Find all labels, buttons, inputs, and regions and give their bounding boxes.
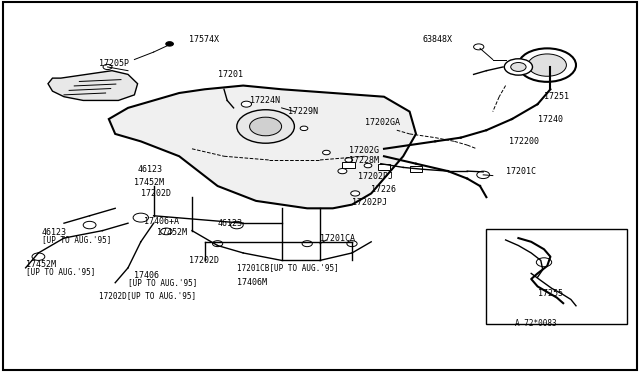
- Text: [UP TO AUG.'95]: [UP TO AUG.'95]: [26, 267, 95, 276]
- Text: 17240: 17240: [538, 115, 563, 124]
- Text: 17201CA: 17201CA: [320, 234, 355, 243]
- Text: 17406: 17406: [134, 271, 159, 280]
- Text: 17205P: 17205P: [99, 59, 129, 68]
- Text: 17574X: 17574X: [189, 35, 219, 44]
- Circle shape: [302, 241, 312, 247]
- Circle shape: [166, 42, 173, 46]
- Bar: [378, 164, 390, 170]
- Text: 17202D: 17202D: [189, 256, 219, 265]
- Circle shape: [504, 59, 532, 75]
- Circle shape: [323, 150, 330, 155]
- Circle shape: [474, 44, 484, 50]
- Bar: [486, 229, 627, 324]
- Polygon shape: [48, 71, 138, 100]
- Text: 17406M: 17406M: [237, 278, 267, 287]
- Circle shape: [212, 241, 223, 247]
- Text: 17202PJ: 17202PJ: [358, 172, 394, 181]
- Text: 17452M: 17452M: [26, 260, 56, 269]
- Text: 17226: 17226: [371, 185, 396, 194]
- Circle shape: [133, 213, 148, 222]
- Circle shape: [351, 191, 360, 196]
- Circle shape: [477, 171, 490, 179]
- Text: 17202D[UP TO AUG.'95]: 17202D[UP TO AUG.'95]: [99, 291, 196, 300]
- Circle shape: [528, 54, 566, 76]
- Circle shape: [161, 228, 172, 235]
- Text: 17201C: 17201C: [506, 167, 536, 176]
- Text: 17201CB[UP TO AUG.'95]: 17201CB[UP TO AUG.'95]: [237, 263, 339, 272]
- Circle shape: [250, 117, 282, 136]
- Text: 172200: 172200: [509, 137, 539, 146]
- Circle shape: [347, 241, 357, 247]
- Text: 17406+A: 17406+A: [144, 217, 179, 226]
- Circle shape: [83, 221, 96, 229]
- Circle shape: [364, 163, 372, 168]
- Text: [UP TO AUG.'95]: [UP TO AUG.'95]: [128, 278, 197, 287]
- Circle shape: [237, 110, 294, 143]
- Text: 17202GA: 17202GA: [365, 118, 400, 127]
- Text: 17202PJ: 17202PJ: [352, 198, 387, 207]
- Text: 17202D: 17202D: [141, 189, 171, 198]
- Text: 17202G: 17202G: [349, 146, 379, 155]
- Text: 17229N: 17229N: [288, 107, 318, 116]
- Text: 17452M: 17452M: [157, 228, 187, 237]
- Bar: [342, 162, 355, 168]
- Text: 17201: 17201: [218, 70, 243, 79]
- Text: 46123: 46123: [42, 228, 67, 237]
- Text: 46123: 46123: [138, 165, 163, 174]
- Circle shape: [338, 169, 347, 174]
- Circle shape: [518, 48, 576, 82]
- Polygon shape: [109, 86, 416, 208]
- Circle shape: [103, 64, 112, 70]
- Circle shape: [32, 253, 45, 260]
- Text: A 72*0083: A 72*0083: [515, 319, 557, 328]
- Text: 17255: 17255: [538, 289, 563, 298]
- Bar: [410, 166, 422, 172]
- Circle shape: [241, 101, 252, 107]
- Text: 63848X: 63848X: [422, 35, 452, 44]
- Text: 17228M: 17228M: [349, 156, 379, 165]
- Circle shape: [300, 126, 308, 131]
- Text: 46123: 46123: [218, 219, 243, 228]
- Circle shape: [536, 258, 552, 267]
- Text: 17452M: 17452M: [134, 178, 164, 187]
- Text: [UP TO AUG.'95]: [UP TO AUG.'95]: [42, 235, 111, 244]
- Circle shape: [345, 158, 353, 162]
- Circle shape: [511, 62, 526, 71]
- Text: 17224N: 17224N: [250, 96, 280, 105]
- Text: 17251: 17251: [544, 92, 569, 101]
- Circle shape: [230, 221, 243, 229]
